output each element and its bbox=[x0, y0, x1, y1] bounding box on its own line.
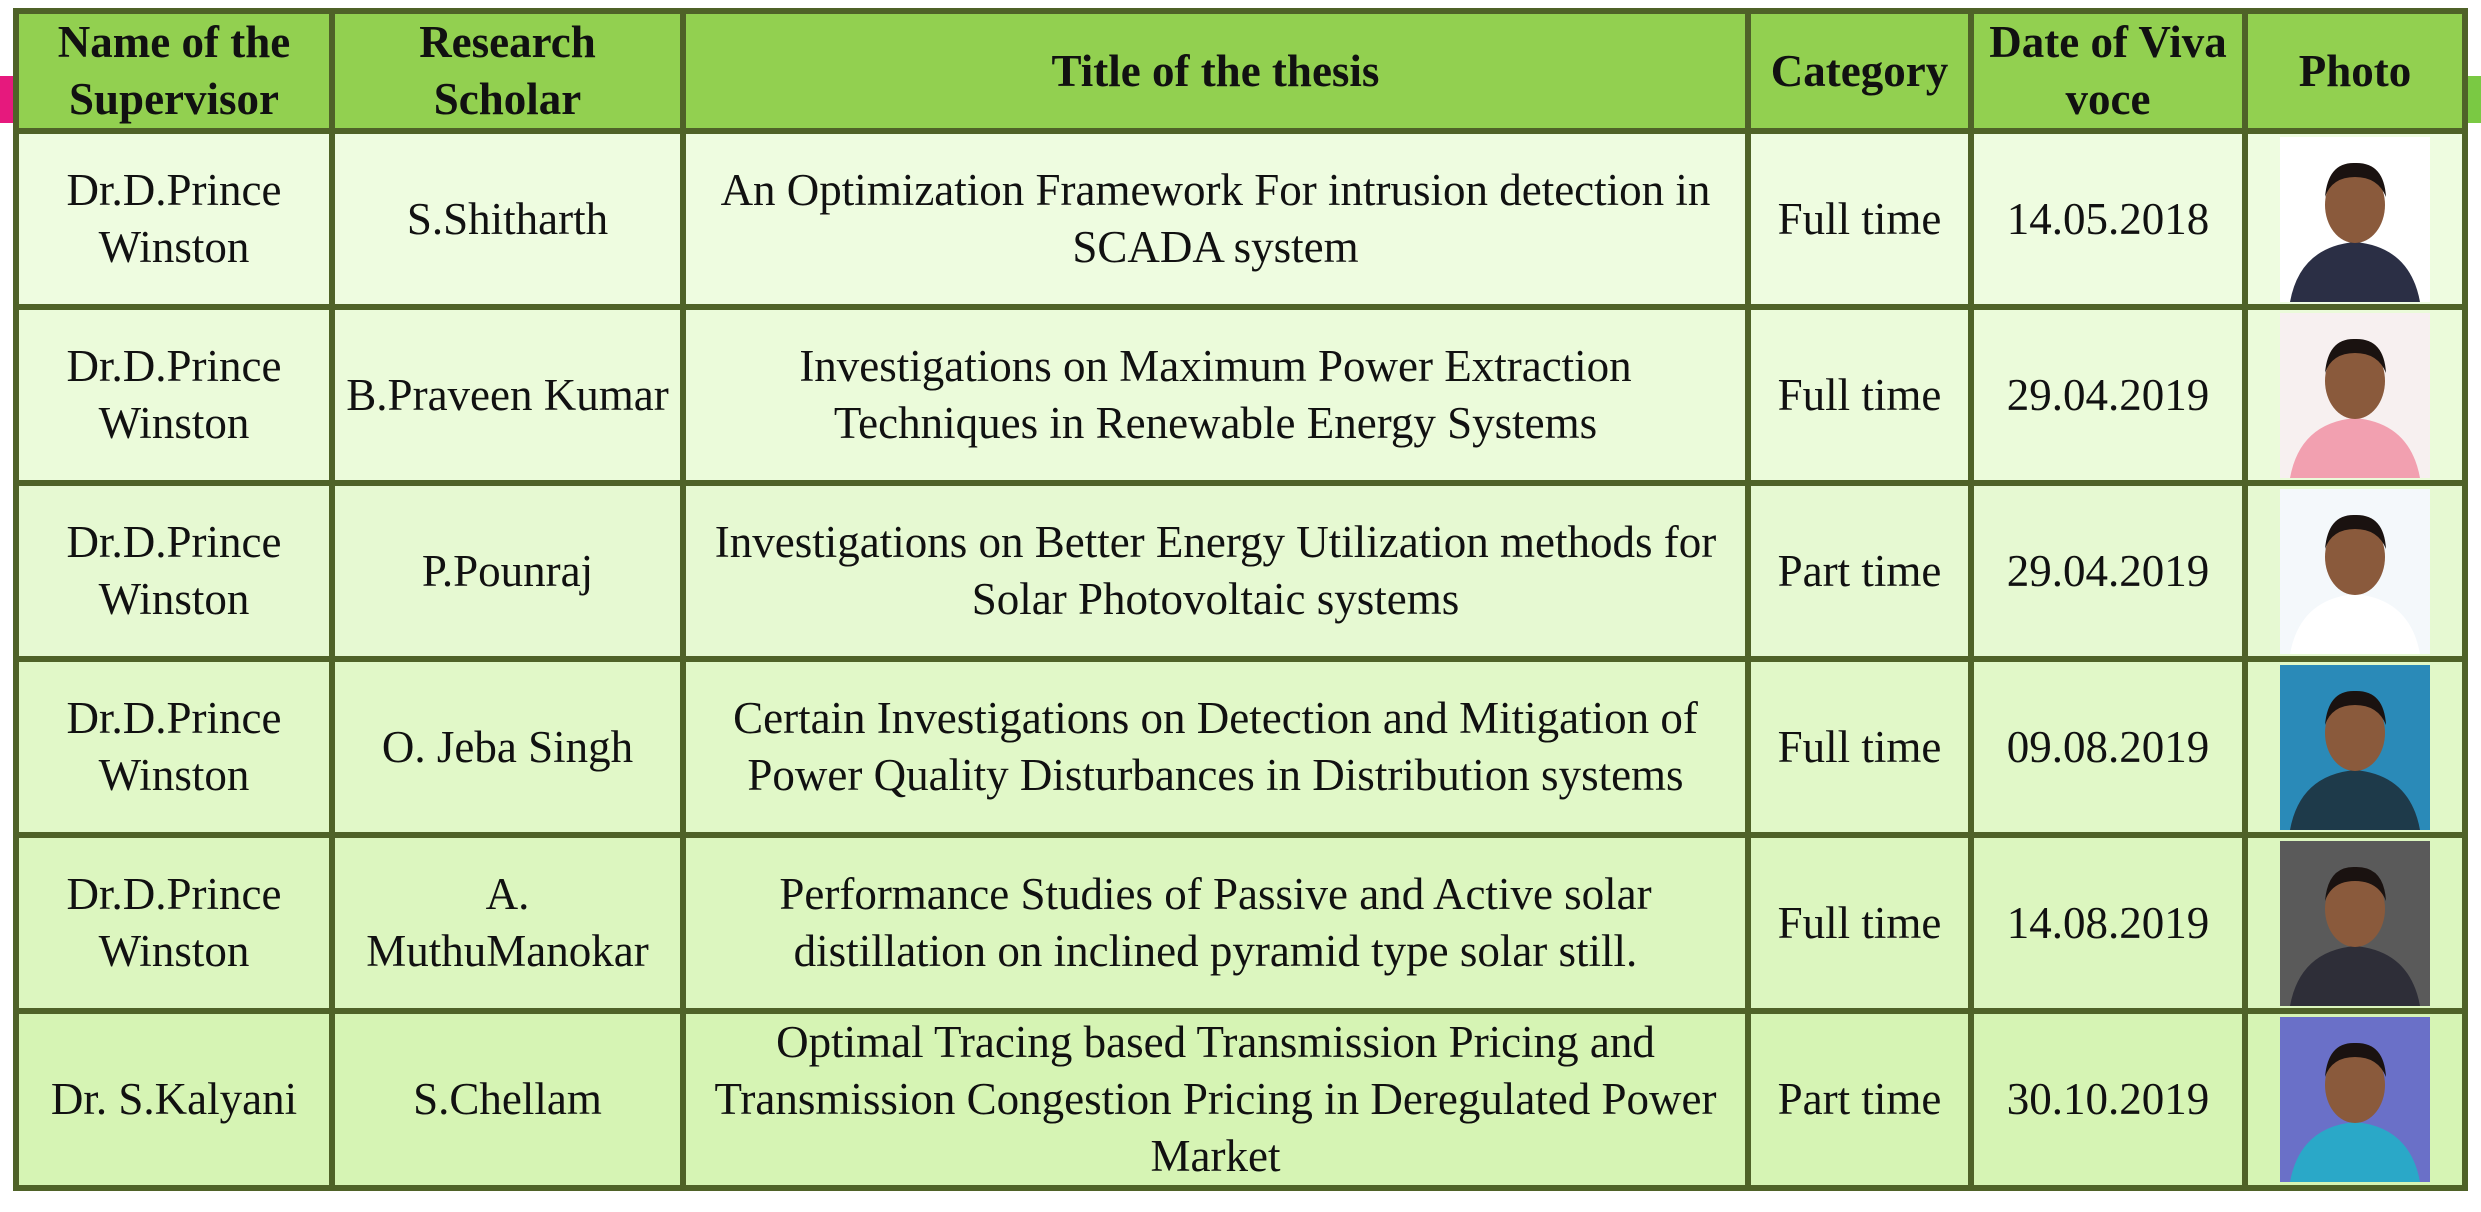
table-cell: Full time bbox=[1745, 304, 1974, 486]
photo-cell bbox=[2242, 128, 2468, 310]
header-cell: Title of the thesis bbox=[680, 8, 1751, 134]
header-cell: Date of Viva voce bbox=[1968, 8, 2248, 134]
photo bbox=[2280, 1017, 2430, 1182]
photo-cell bbox=[2242, 304, 2468, 486]
table-cell: 30.10.2019 bbox=[1968, 1008, 2248, 1191]
table-cell: A. MuthuManokar bbox=[329, 832, 686, 1014]
table-cell: 14.05.2018 bbox=[1968, 128, 2248, 310]
photo bbox=[2280, 664, 2430, 830]
photo-cell bbox=[2242, 480, 2468, 662]
accent-strip bbox=[2462, 76, 2481, 123]
photo bbox=[2280, 136, 2430, 302]
table-row: Dr.D.Prince Winston P.Pounraj Investigatio… bbox=[13, 480, 2468, 662]
table-cell: Full time bbox=[1745, 656, 1974, 838]
table-row: Dr.D.Prince Winston A. MuthuManokar Perfor… bbox=[13, 832, 2468, 1014]
table-row: Dr.D.Prince Winston B.Praveen Kumar Invest… bbox=[13, 304, 2468, 486]
table-cell: B.Praveen Kumar bbox=[329, 304, 686, 486]
photo-cell bbox=[2242, 832, 2468, 1014]
header-cell: Research Scholar bbox=[329, 8, 686, 134]
table-body: Dr.D.Prince Winston S.Shitharth An Optimiz… bbox=[13, 128, 2468, 1191]
table-cell: Performance Studies of Passive and Activ… bbox=[680, 832, 1751, 1014]
table-cell: Dr.D.Prince Winston bbox=[13, 304, 335, 486]
table-cell: Dr.D.Prince Winston bbox=[13, 656, 335, 838]
table-cell: An Optimization Framework For intrusion … bbox=[680, 128, 1751, 310]
table-cell: Full time bbox=[1745, 128, 1974, 310]
header-cell: Category bbox=[1745, 8, 1974, 134]
table-cell: O. Jeba Singh bbox=[329, 656, 686, 838]
table-cell: S.Shitharth bbox=[329, 128, 686, 310]
table-cell: Investigations on Maximum Power Extracti… bbox=[680, 304, 1751, 486]
table-row: Dr. S.Kalyani S.Chellam Optimal Tracing ba… bbox=[13, 1008, 2468, 1191]
table-cell: Part time bbox=[1745, 1008, 1974, 1191]
table-cell: S.Chellam bbox=[329, 1008, 686, 1191]
table-cell: Dr.D.Prince Winston bbox=[13, 480, 335, 662]
table-cell: Certain Investigations on Detection and … bbox=[680, 656, 1751, 838]
table-cell: 29.04.2019 bbox=[1968, 480, 2248, 662]
table-cell: Optimal Tracing based Transmission Prici… bbox=[680, 1008, 1751, 1191]
table-cell: Dr.D.Prince Winston bbox=[13, 832, 335, 1014]
table-row: Dr.D.Prince Winston S.Shitharth An Optimiz… bbox=[13, 128, 2468, 310]
photo bbox=[2280, 840, 2430, 1006]
thesis-table: Name of the Supervisor Research Scholar Ti… bbox=[13, 8, 2468, 1191]
photo bbox=[2280, 488, 2430, 654]
header-cell: Name of the Supervisor bbox=[13, 8, 335, 134]
accent-strip bbox=[0, 76, 13, 123]
table-cell: Investigations on Better Energy Utilizat… bbox=[680, 480, 1751, 662]
table-cell: Part time bbox=[1745, 480, 1974, 662]
table-cell: 29.04.2019 bbox=[1968, 304, 2248, 486]
header-row: Name of the Supervisor Research Scholar Ti… bbox=[13, 8, 2468, 134]
table-cell: 14.08.2019 bbox=[1968, 832, 2248, 1014]
photo-cell bbox=[2242, 656, 2468, 838]
table-cell: Full time bbox=[1745, 832, 1974, 1014]
table-cell: Dr. S.Kalyani bbox=[13, 1008, 335, 1191]
photo-cell bbox=[2242, 1008, 2468, 1191]
table-cell: P.Pounraj bbox=[329, 480, 686, 662]
photo bbox=[2280, 312, 2430, 478]
table-cell: Dr.D.Prince Winston bbox=[13, 128, 335, 310]
header-cell: Photo bbox=[2242, 8, 2468, 134]
table-cell: 09.08.2019 bbox=[1968, 656, 2248, 838]
table-row: Dr.D.Prince Winston O. Jeba Singh Certain … bbox=[13, 656, 2468, 838]
